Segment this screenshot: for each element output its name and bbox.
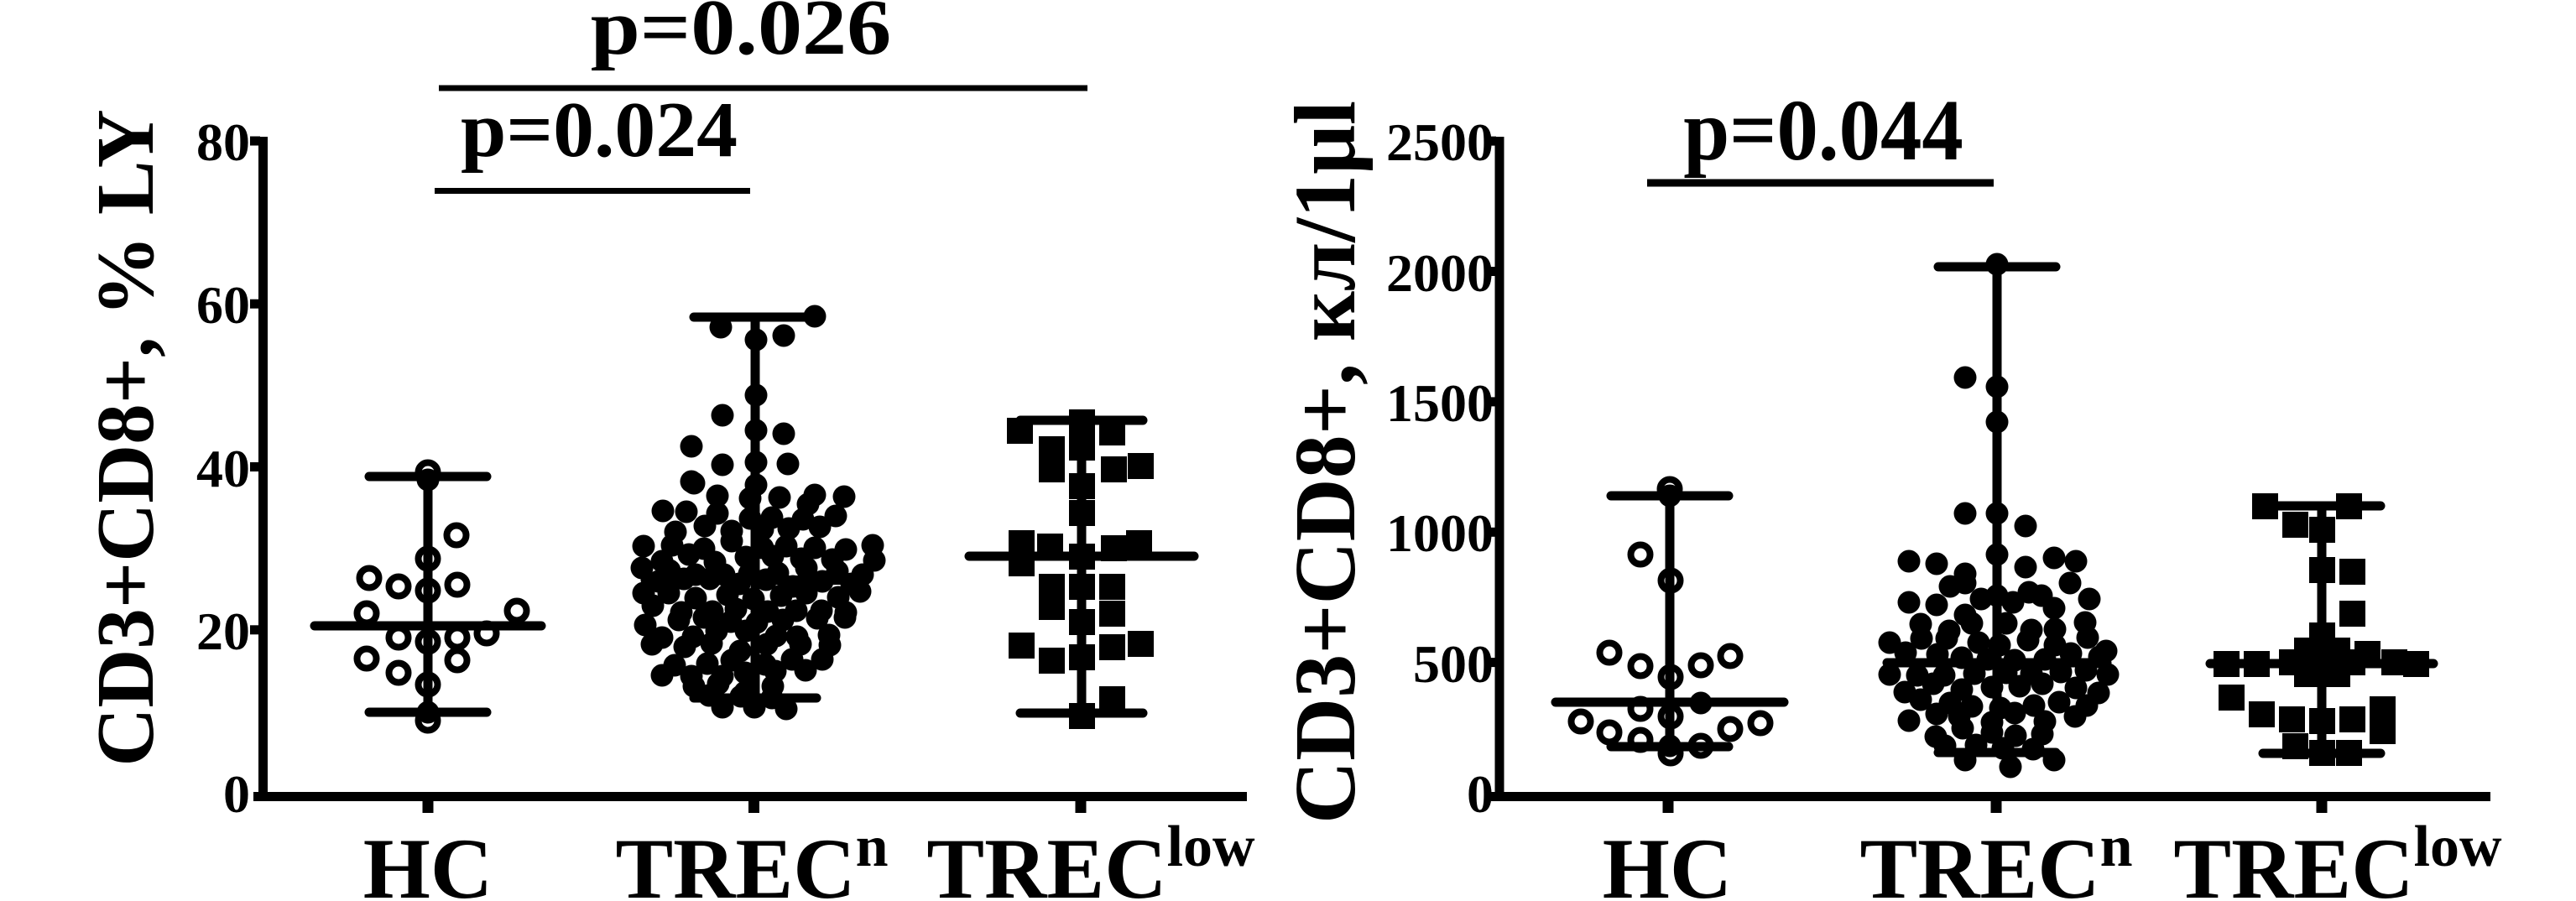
svg-text:40: 40 (196, 439, 250, 498)
svg-text:TRECn: TRECn (1859, 815, 2132, 901)
svg-text:1500: 1500 (1386, 373, 1494, 433)
svg-text:HC: HC (363, 821, 493, 901)
svg-text:p=0.024: p=0.024 (461, 86, 738, 174)
svg-text:20: 20 (196, 602, 250, 661)
svg-text:CD3+CD8+, кл/1μl: CD3+CD8+, кл/1μl (1277, 101, 1374, 824)
svg-text:80: 80 (196, 112, 250, 172)
svg-text:0: 0 (223, 764, 250, 824)
svg-text:p=0.044: p=0.044 (1683, 82, 1963, 179)
svg-text:TRECn: TRECn (615, 815, 888, 901)
svg-text:p=0.026: p=0.026 (591, 0, 892, 71)
svg-text:2000: 2000 (1386, 243, 1494, 303)
svg-text:60: 60 (196, 275, 250, 335)
svg-text:CD3+CD8+, % LY: CD3+CD8+, % LY (81, 109, 170, 766)
svg-text:HC: HC (1603, 821, 1733, 901)
svg-text:0: 0 (1467, 764, 1494, 824)
svg-text:2500: 2500 (1386, 112, 1494, 172)
svg-text:500: 500 (1413, 634, 1494, 694)
svg-text:1000: 1000 (1386, 503, 1494, 563)
